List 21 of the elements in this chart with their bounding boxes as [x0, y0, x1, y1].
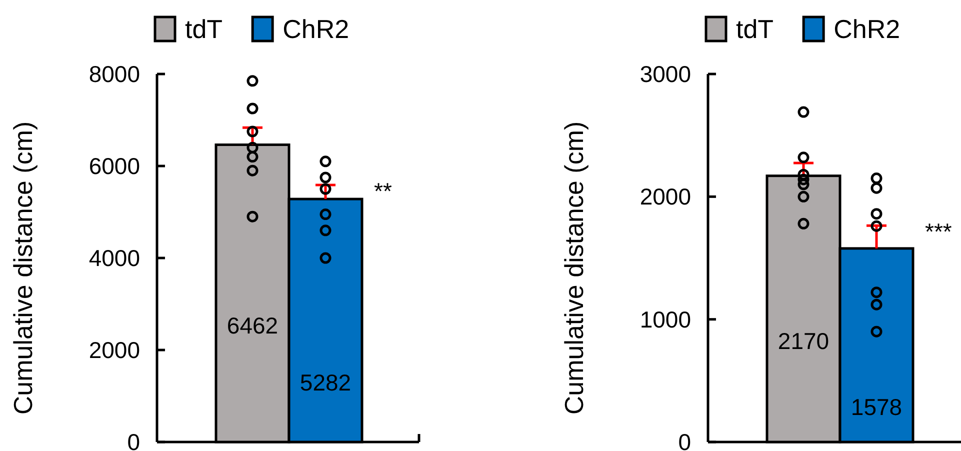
- y-tick-label: 1000: [640, 306, 691, 332]
- data-label: 2170: [778, 328, 830, 354]
- annotation: **: [374, 178, 392, 204]
- data-label: 5282: [300, 370, 352, 396]
- legend-label: ChR2: [282, 14, 350, 44]
- y-tick-label: 0: [127, 429, 140, 451]
- y-tick-label: 3000: [640, 61, 691, 88]
- legend-label: ChR2: [834, 14, 900, 44]
- y-tick-label: 8000: [88, 61, 140, 88]
- data-label: 1578: [850, 394, 902, 420]
- data-label: 6462: [226, 312, 278, 338]
- legend-label: tdT: [185, 14, 223, 44]
- y-axis-title: Cumulative distance (cm): [8, 121, 38, 415]
- y-axis-title: Cumulative distance (cm): [559, 121, 589, 415]
- legend-label: tdT: [736, 14, 774, 44]
- y-tick-label: 2000: [88, 337, 140, 364]
- y-tick-label: 4000: [88, 245, 140, 272]
- y-tick-label: 2000: [640, 184, 691, 210]
- annotation: ***: [925, 218, 952, 245]
- y-tick-label: 6000: [88, 153, 140, 180]
- y-tick-label: 0: [678, 429, 691, 451]
